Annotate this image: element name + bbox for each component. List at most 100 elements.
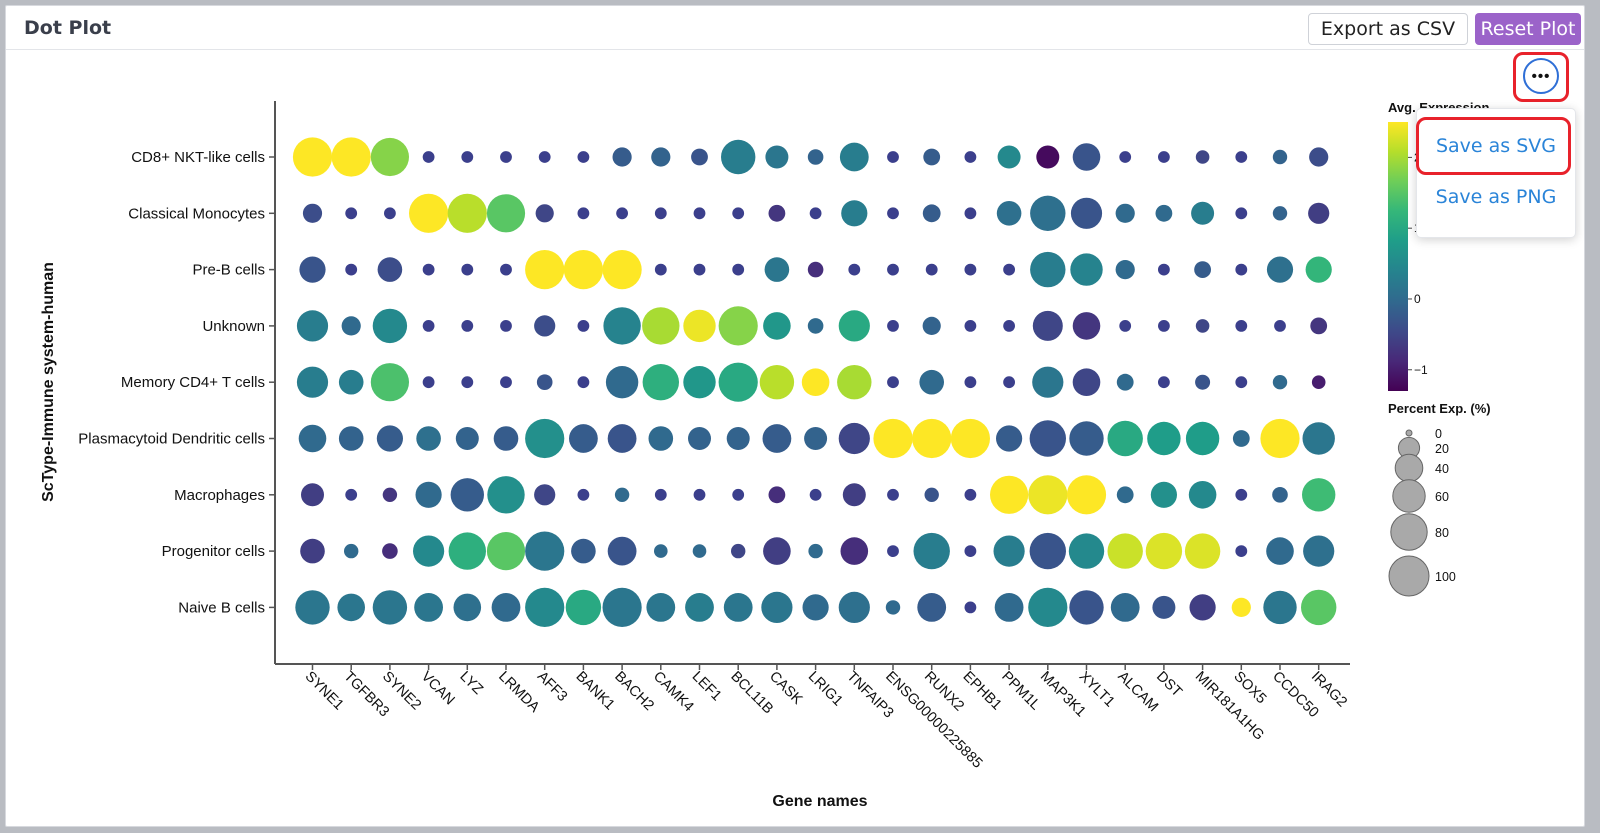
dot-mark xyxy=(683,366,716,399)
dot-mark xyxy=(1235,376,1248,389)
dot-mark xyxy=(1195,374,1211,390)
y-tick-label: Macrophages xyxy=(174,487,265,504)
dot-mark xyxy=(1030,195,1066,231)
dot-mark xyxy=(1032,310,1063,341)
size-legend-circle xyxy=(1394,453,1424,483)
dot-mark xyxy=(731,543,746,559)
color-legend-bar xyxy=(1388,122,1408,391)
y-tick-label: Classical Monocytes xyxy=(128,205,265,222)
dot-mark xyxy=(761,591,793,624)
dot-mark xyxy=(500,376,512,389)
dot-mark xyxy=(838,310,870,342)
dot-mark xyxy=(768,486,786,504)
dot-mark xyxy=(377,257,403,282)
dot-mark xyxy=(461,376,474,389)
dot-mark xyxy=(413,535,445,567)
dot-mark xyxy=(292,137,333,177)
dot-mark xyxy=(370,363,409,402)
dot-mark xyxy=(1072,368,1101,397)
dot-mark xyxy=(887,151,899,163)
dot-mark xyxy=(461,263,474,276)
dot-mark xyxy=(654,544,668,558)
dot-mark xyxy=(416,426,441,451)
dot-mark xyxy=(688,427,711,450)
more-options-button[interactable]: ••• xyxy=(1523,58,1559,94)
dot-mark xyxy=(301,483,324,507)
x-tick-label: LYZ xyxy=(456,669,485,698)
dot-mark xyxy=(922,204,941,223)
export-csv-button[interactable]: Export as CSV xyxy=(1308,13,1468,45)
dot-mark xyxy=(1311,375,1326,390)
dot-mark xyxy=(1272,487,1288,503)
dot-mark xyxy=(1235,488,1248,501)
dot-mark xyxy=(384,207,396,220)
save-svg-menu-item[interactable]: Save as SVG xyxy=(1435,135,1557,157)
dot-mark xyxy=(500,151,512,163)
dot-mark xyxy=(414,593,443,622)
dot-mark xyxy=(577,207,590,220)
dot-mark xyxy=(535,204,554,223)
dot-mark xyxy=(693,263,706,276)
dot-mark xyxy=(563,250,604,290)
dot-mark xyxy=(299,256,326,283)
dot-mark xyxy=(453,593,482,622)
dot-mark xyxy=(486,194,526,233)
dot-mark xyxy=(1191,201,1215,225)
dot-mark xyxy=(447,193,487,233)
dot-mark xyxy=(693,207,706,220)
dot-mark xyxy=(295,590,330,625)
dot-mark xyxy=(1305,256,1332,283)
dot-mark xyxy=(1115,203,1135,223)
dot-mark xyxy=(571,538,596,564)
more-icon: ••• xyxy=(1531,67,1551,85)
dot-mark xyxy=(614,487,630,502)
dot-mark xyxy=(337,593,366,622)
dot-mark xyxy=(341,316,361,336)
dot-mark xyxy=(422,263,435,276)
dot-mark xyxy=(1029,532,1067,570)
dot-mark xyxy=(534,315,556,337)
dot-mark xyxy=(338,426,364,451)
reset-plot-button[interactable]: Reset Plot xyxy=(1475,13,1581,45)
dot-mark xyxy=(1066,475,1107,515)
dot-mark xyxy=(1150,481,1177,508)
dot-mark xyxy=(1188,481,1217,509)
dot-mark xyxy=(1107,420,1143,457)
dot-mark xyxy=(925,263,938,276)
dot-mark xyxy=(491,593,521,622)
dot-mark xyxy=(718,306,758,346)
y-tick-label: Progenitor cells xyxy=(162,543,265,560)
size-legend-circle xyxy=(1388,555,1430,597)
dot-mark xyxy=(1158,320,1170,332)
dot-mark xyxy=(718,362,758,402)
dot-mark xyxy=(577,376,590,389)
dot-mark xyxy=(1235,207,1248,220)
dot-mark xyxy=(1036,145,1060,169)
dot-mark xyxy=(370,137,409,177)
dot-mark xyxy=(415,481,442,508)
dot-mark xyxy=(922,316,941,335)
dot-mark xyxy=(1308,202,1330,224)
dot-mark xyxy=(801,368,830,397)
y-tick-label: Memory CD4+ T cells xyxy=(121,374,265,391)
save-png-menu-item[interactable]: Save as PNG xyxy=(1435,186,1557,208)
dot-mark xyxy=(525,531,565,571)
x-tick-label: AFF3 xyxy=(534,669,570,705)
dot-mark xyxy=(807,149,824,165)
x-tick-label: BANK1 xyxy=(573,669,618,714)
more-button-highlight xyxy=(1513,52,1569,102)
dot-mark xyxy=(1155,204,1173,222)
dot-mark xyxy=(534,484,556,506)
dot-mark xyxy=(913,532,950,570)
x-tick-label: SYNE1 xyxy=(302,669,347,714)
dot-mark xyxy=(1302,478,1336,512)
dot-mark xyxy=(422,376,435,389)
dot-mark xyxy=(887,263,899,276)
dot-mark xyxy=(887,376,899,389)
dot-mark xyxy=(296,366,329,398)
dot-mark xyxy=(565,589,602,626)
dot-mark xyxy=(1274,320,1286,332)
dot-mark xyxy=(768,204,786,222)
dot-plot-panel: Dot Plot Export as CSV Reset Plot xyxy=(5,5,1585,827)
dot-mark xyxy=(500,263,512,276)
